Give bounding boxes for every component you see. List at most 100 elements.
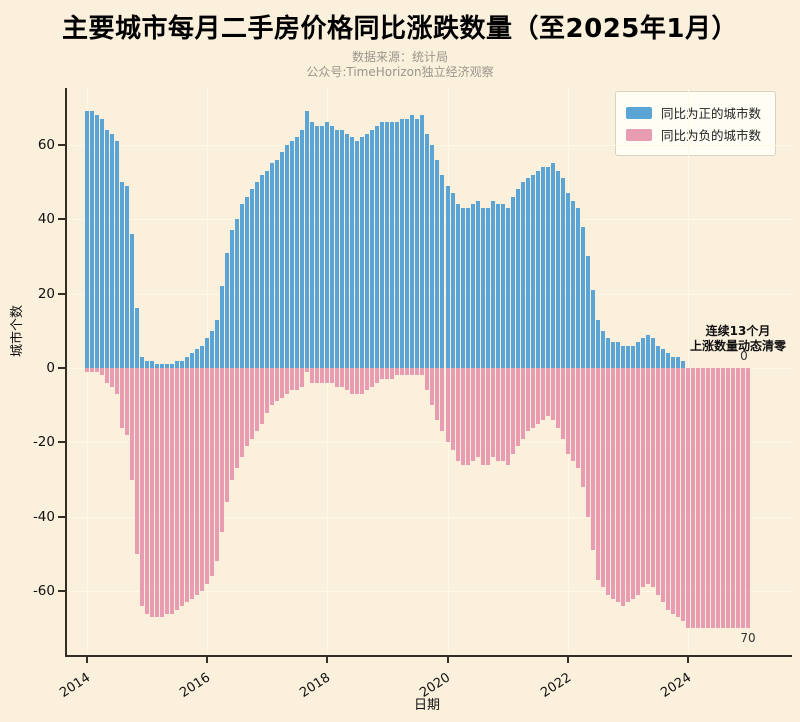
bar-positive bbox=[500, 204, 505, 368]
bar-positive bbox=[670, 356, 675, 368]
bar-positive bbox=[310, 122, 315, 368]
bar-negative bbox=[335, 368, 340, 387]
bar-negative bbox=[245, 368, 250, 447]
bar-positive bbox=[250, 189, 255, 368]
bar-negative bbox=[730, 368, 735, 629]
bar-positive bbox=[610, 341, 615, 368]
bar-positive bbox=[275, 159, 280, 368]
bar-negative bbox=[450, 368, 455, 450]
y-tick-label: -40 bbox=[32, 508, 55, 525]
bar-negative bbox=[745, 368, 750, 629]
bar-negative bbox=[95, 368, 99, 372]
bar-positive bbox=[160, 364, 165, 368]
y-tick-label: 40 bbox=[37, 211, 55, 228]
bar-negative bbox=[260, 368, 265, 424]
bar-negative bbox=[525, 368, 530, 432]
bar-negative bbox=[175, 368, 180, 610]
bar-negative bbox=[165, 368, 170, 614]
bar-negative bbox=[530, 368, 535, 428]
bar-negative bbox=[170, 368, 175, 614]
bar-negative bbox=[330, 368, 335, 383]
bar-positive bbox=[240, 204, 245, 368]
bar-negative bbox=[445, 368, 450, 443]
y-tick-label: -20 bbox=[32, 434, 55, 451]
bar-negative bbox=[210, 368, 215, 577]
bar-positive bbox=[120, 182, 125, 368]
bar-negative bbox=[370, 368, 375, 387]
bar-positive bbox=[410, 115, 415, 368]
bar-negative bbox=[520, 368, 525, 439]
bar-positive bbox=[255, 182, 260, 368]
bar-negative bbox=[420, 368, 425, 376]
bar-negative bbox=[120, 368, 125, 428]
bar-positive bbox=[520, 182, 525, 368]
bar-negative bbox=[340, 368, 345, 387]
bar-negative bbox=[365, 368, 370, 391]
legend-swatch bbox=[625, 128, 652, 141]
y-tick-mark bbox=[58, 441, 66, 444]
bar-positive bbox=[445, 185, 450, 368]
y-tick-label: 20 bbox=[37, 285, 55, 302]
bar-negative bbox=[475, 368, 480, 458]
bar-positive bbox=[655, 345, 660, 368]
bar-negative bbox=[630, 368, 635, 599]
bar-negative bbox=[470, 368, 475, 461]
bar-negative bbox=[310, 368, 315, 383]
bar-positive bbox=[450, 193, 455, 368]
bar-negative bbox=[160, 368, 165, 618]
bar-positive bbox=[295, 137, 300, 368]
bar-negative bbox=[150, 368, 155, 618]
bar-positive bbox=[650, 338, 655, 368]
bar-positive bbox=[535, 170, 540, 368]
y-tick-mark bbox=[58, 292, 66, 295]
y-tick-label: 0 bbox=[46, 360, 55, 376]
bar-positive bbox=[540, 167, 545, 368]
bar-negative bbox=[225, 368, 230, 502]
bar-positive bbox=[325, 122, 330, 368]
bar-positive bbox=[200, 345, 205, 368]
bar-positive bbox=[155, 364, 160, 368]
legend-swatch bbox=[625, 106, 652, 119]
bar-negative bbox=[740, 368, 745, 629]
bar-negative bbox=[380, 368, 385, 380]
bar-negative bbox=[550, 368, 555, 421]
bar-positive bbox=[335, 129, 340, 368]
x-tick-mark bbox=[686, 655, 689, 663]
x-tick-mark bbox=[326, 655, 329, 663]
bar-negative bbox=[320, 368, 325, 383]
bar-negative bbox=[410, 368, 415, 376]
bar-negative bbox=[415, 368, 420, 376]
bar-negative bbox=[285, 368, 290, 395]
bar-negative bbox=[460, 368, 465, 465]
bar-negative bbox=[480, 368, 485, 465]
bar-positive bbox=[215, 319, 220, 368]
bar-negative bbox=[125, 368, 130, 435]
bar-negative bbox=[545, 368, 550, 417]
bar-negative bbox=[490, 368, 495, 458]
bar-negative bbox=[700, 368, 705, 629]
bar-negative bbox=[670, 368, 675, 614]
bar-negative bbox=[135, 368, 140, 554]
bar-positive bbox=[595, 319, 600, 368]
bar-negative bbox=[650, 368, 655, 588]
bar-positive bbox=[180, 360, 185, 368]
bar-positive bbox=[100, 118, 105, 368]
bar-negative bbox=[735, 368, 740, 629]
x-tick-mark bbox=[86, 655, 88, 663]
bar-positive bbox=[515, 189, 520, 368]
bar-negative bbox=[495, 368, 500, 461]
bar-positive bbox=[210, 330, 215, 368]
bar-negative bbox=[180, 368, 185, 607]
bar-negative bbox=[710, 368, 715, 629]
bar-positive bbox=[95, 115, 99, 368]
bar-negative bbox=[655, 368, 660, 595]
bar-positive bbox=[115, 141, 120, 368]
bar-positive bbox=[430, 144, 435, 368]
bar-negative bbox=[635, 368, 640, 595]
bar-positive bbox=[645, 334, 650, 368]
bar-negative bbox=[190, 368, 195, 599]
bar-positive bbox=[350, 137, 355, 368]
wechat-credit-text: 公众号:TimeHorizon独立经济观察 bbox=[306, 65, 494, 79]
annotation-line-1: 连续13个月 bbox=[705, 324, 771, 338]
bar-negative bbox=[585, 368, 590, 517]
